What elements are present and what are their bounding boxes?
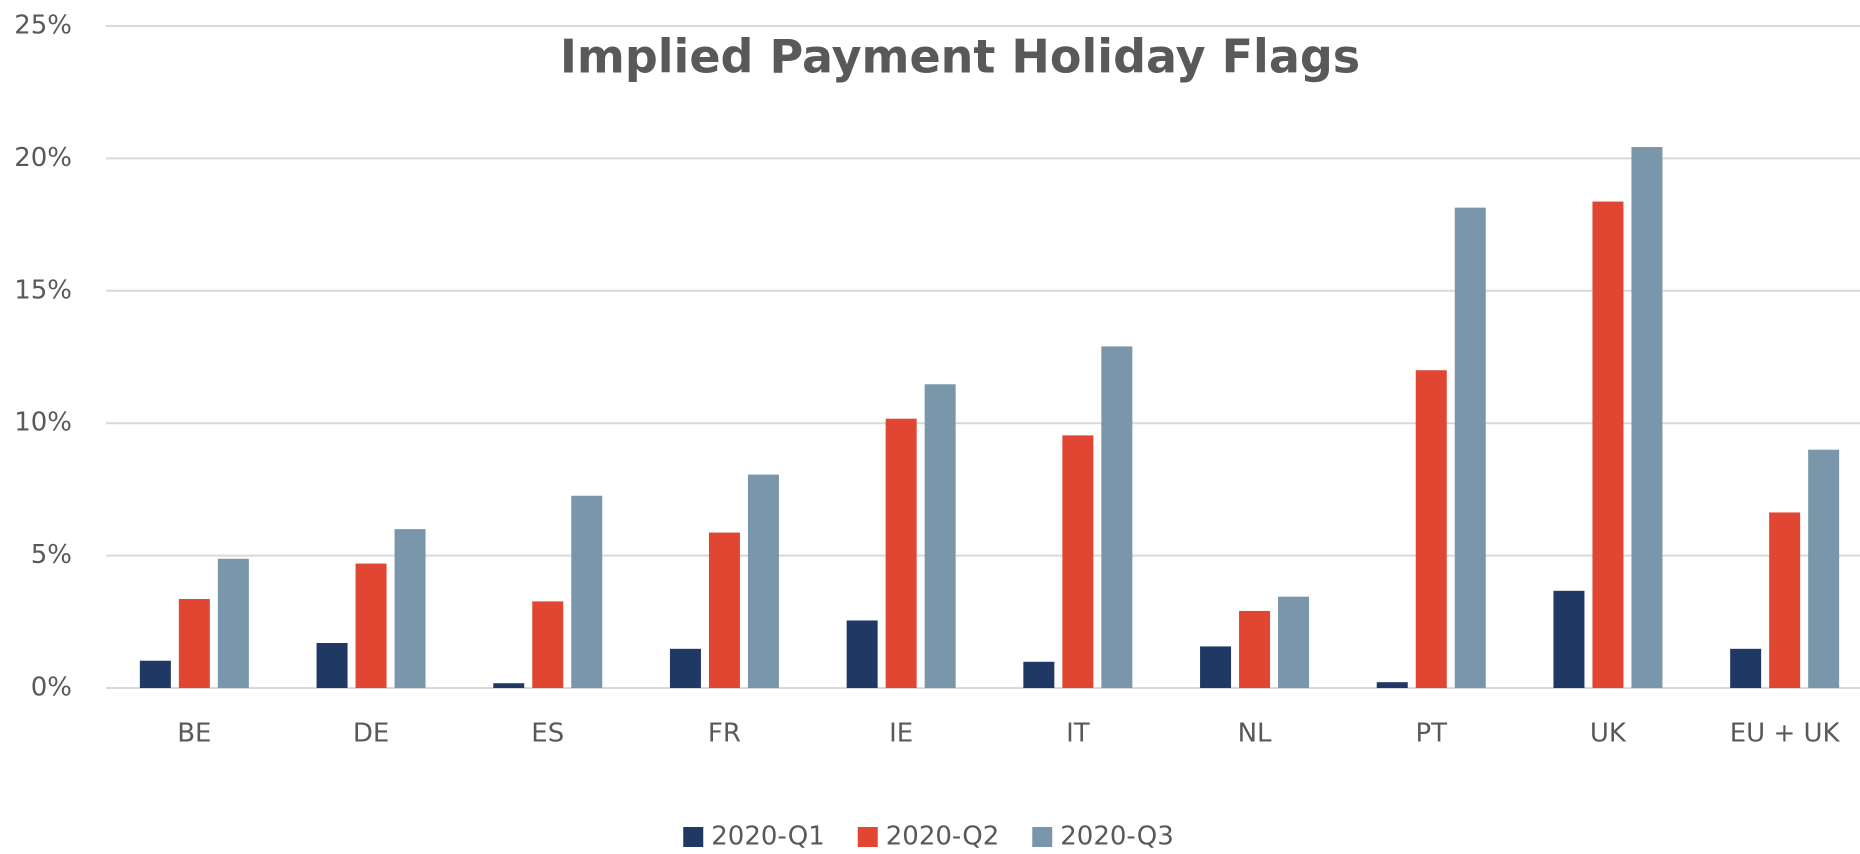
- chart-title: Implied Payment Holiday Flags: [560, 30, 1360, 84]
- bar: [1101, 346, 1133, 688]
- x-tick-label: IE: [889, 719, 913, 749]
- bar: [1062, 435, 1094, 688]
- bar: [1631, 147, 1663, 688]
- bar: [1730, 648, 1762, 688]
- bar: [1553, 590, 1585, 688]
- x-tick-label: PT: [1415, 719, 1447, 749]
- y-tick-label: 10%: [14, 408, 72, 438]
- x-tick-label: IT: [1066, 719, 1090, 749]
- bar: [1023, 661, 1055, 688]
- x-tick-label: DE: [353, 719, 389, 749]
- legend-swatch: [1032, 827, 1053, 847]
- legend-label: 2020-Q3: [1060, 822, 1174, 852]
- bar: [846, 620, 878, 688]
- x-tick-label: UK: [1590, 719, 1627, 749]
- y-tick-label: 20%: [14, 143, 72, 173]
- bar: [178, 599, 210, 688]
- x-tick-label: NL: [1238, 719, 1272, 749]
- y-tick-label: 0%: [31, 673, 72, 703]
- bar: [747, 474, 779, 688]
- legend-label: 2020-Q1: [711, 822, 825, 852]
- bar: [571, 495, 603, 688]
- y-tick-label: 5%: [31, 540, 72, 570]
- legend-swatch: [683, 827, 704, 847]
- legend-label: 2020-Q2: [886, 822, 1000, 852]
- bar: [1808, 449, 1840, 688]
- x-tick-label: EU + UK: [1730, 719, 1841, 749]
- bar: [217, 558, 249, 688]
- bar: [885, 418, 917, 688]
- bar: [1415, 370, 1447, 688]
- bar: [1454, 207, 1486, 688]
- bar: [1769, 512, 1801, 688]
- bar: [924, 384, 956, 688]
- bar: [1200, 646, 1232, 688]
- y-tick-label: 15%: [14, 275, 72, 305]
- bar: [532, 601, 564, 688]
- bar: [669, 648, 701, 688]
- bar: [1592, 201, 1624, 689]
- bar: [493, 683, 525, 688]
- legend-swatch: [857, 827, 878, 847]
- bar: [708, 532, 740, 688]
- bar: [1376, 682, 1408, 688]
- bar: [139, 660, 171, 688]
- x-tick-label: BE: [177, 719, 211, 749]
- bar: [1278, 596, 1310, 688]
- x-tick-label: FR: [708, 719, 741, 749]
- bar: [355, 563, 387, 688]
- bar: [1239, 610, 1271, 688]
- x-tick-label: ES: [531, 719, 564, 749]
- y-tick-label: 25%: [14, 11, 72, 41]
- bar: [394, 529, 426, 688]
- bar: [316, 642, 348, 688]
